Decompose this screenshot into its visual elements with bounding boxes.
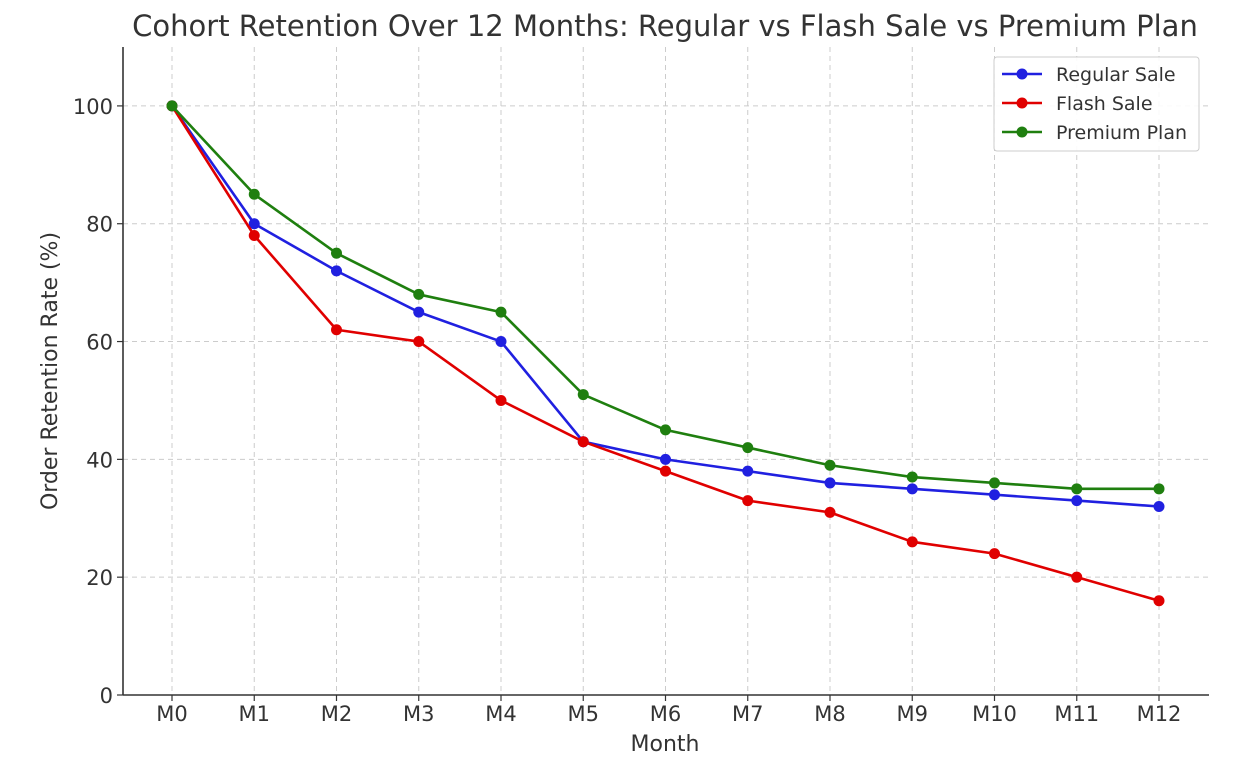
data-point-regular-sale [824,477,836,489]
data-point-flash-sale [413,336,425,348]
x-tick-label: M8 [814,702,845,726]
x-tick-label: M4 [485,702,516,726]
x-tick-label: M7 [732,702,763,726]
data-point-regular-sale [1071,495,1083,507]
data-point-premium-plan [248,188,260,200]
series-lines [166,100,1165,607]
data-point-flash-sale [660,465,671,477]
data-point-premium-plan [1071,483,1083,495]
x-tick-label: M2 [321,702,352,726]
legend-item-regular-sale[interactable]: Regular Sale [1002,64,1176,86]
data-point-flash-sale [495,394,507,406]
data-point-premium-plan [331,247,342,259]
legend-label: Regular Sale [1056,64,1176,86]
data-point-premium-plan [906,471,918,483]
y-tick-label: 20 [86,566,113,590]
legend-swatch-marker [1016,126,1028,138]
y-tick-label: 0 [100,684,113,708]
data-point-flash-sale [331,324,342,336]
data-point-premium-plan [577,389,589,401]
data-point-regular-sale [413,306,425,318]
x-tick-label: M1 [239,702,270,726]
x-tick-label: M0 [156,702,187,726]
legend-swatch-marker [1016,68,1028,80]
legend-item-flash-sale[interactable]: Flash Sale [1002,93,1153,115]
data-point-regular-sale [248,218,260,230]
legend-box [993,56,1200,152]
data-point-premium-plan [166,100,178,112]
data-point-flash-sale [1153,595,1165,607]
axes: M0 M1 M2 M3 M4 M5 M6 M7 M8 M9 M10 M11 M12 0 20 40 60 80 10… [73,47,1209,726]
x-tick-label: M11 [1054,702,1099,726]
chart-title: Cohort Retention Over 12 Months: Regular… [132,9,1198,43]
data-point-regular-sale [495,336,507,348]
data-point-premium-plan [495,306,507,318]
series-premium-plan [166,100,1165,495]
x-tick-label: M12 [1137,702,1182,726]
data-point-regular-sale [989,489,1000,501]
legend-label: Flash Sale [1056,93,1153,115]
data-point-flash-sale [1071,571,1083,583]
y-tick-label: 100 [73,95,113,119]
legend-swatch-marker [1016,97,1028,109]
x-tick-label: M10 [972,702,1017,726]
x-tick-label: M9 [897,702,928,726]
legend-label: Premium Plan [1056,122,1187,144]
y-tick-label: 40 [86,448,113,472]
y-tick-label: 60 [86,331,113,355]
legend[interactable]: Regular Sale Flash Sale Premium Plan [993,56,1200,152]
legend-item-premium-plan[interactable]: Premium Plan [1002,122,1187,144]
data-point-flash-sale [577,436,589,448]
y-tick-label: 80 [86,213,113,237]
x-tick-label: M5 [568,702,599,726]
data-point-flash-sale [989,548,1000,560]
data-point-regular-sale [331,265,342,277]
y-axis-label: Order Retention Rate (%) [38,232,63,510]
data-point-flash-sale [248,230,260,242]
x-tick-label: M6 [650,702,681,726]
data-point-regular-sale [1153,500,1165,512]
data-point-flash-sale [906,536,918,548]
data-point-premium-plan [989,477,1000,489]
data-point-premium-plan [1153,483,1165,495]
data-point-premium-plan [660,424,671,436]
data-point-premium-plan [413,288,425,300]
data-point-regular-sale [906,483,918,495]
data-point-flash-sale [742,495,754,507]
x-axis-label: Month [631,732,700,757]
data-point-regular-sale [742,465,754,477]
data-point-premium-plan [742,442,754,454]
data-point-flash-sale [824,506,836,518]
data-point-premium-plan [824,459,836,471]
grid [123,47,1209,695]
x-tick-label: M3 [403,702,434,726]
data-point-regular-sale [660,453,671,465]
